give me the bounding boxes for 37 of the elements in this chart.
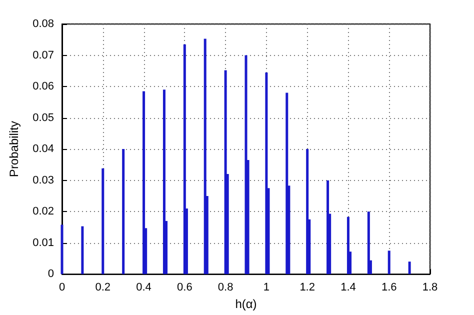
bar xyxy=(162,90,166,274)
x-tick-label: 0 xyxy=(58,282,66,294)
bar xyxy=(346,216,350,274)
bar xyxy=(286,92,288,274)
x-axis-title: h(α) xyxy=(235,297,257,311)
bar xyxy=(224,70,227,274)
bar xyxy=(142,91,146,274)
x-tick-label: 0.6 xyxy=(177,282,192,294)
x-tick-label: 1.2 xyxy=(300,282,315,294)
y-tick-label: 0.05 xyxy=(32,112,54,124)
bar xyxy=(408,262,411,274)
x-tick-label: 1.8 xyxy=(422,282,438,294)
y-tick-label: 0 xyxy=(48,268,54,280)
bar xyxy=(102,168,104,274)
bar xyxy=(204,38,206,274)
x-tick-label: 1.4 xyxy=(340,282,356,294)
bar xyxy=(122,149,125,274)
y-tick-label: 0.01 xyxy=(32,236,54,249)
bar xyxy=(183,44,186,274)
x-tick-label: 1 xyxy=(263,282,270,294)
bar xyxy=(60,224,64,274)
y-axis-title: Probability xyxy=(7,121,21,178)
bar xyxy=(81,226,84,274)
bar xyxy=(367,212,370,274)
y-tick-label: 0.02 xyxy=(32,206,54,218)
y-tick-label: 0.06 xyxy=(32,80,54,93)
y-tick-label: 0.03 xyxy=(32,174,54,186)
x-tick-label: 0.8 xyxy=(218,282,234,294)
bar xyxy=(265,72,268,274)
bar xyxy=(388,250,390,274)
y-tick-label: 0.04 xyxy=(32,143,54,156)
bar xyxy=(306,149,309,274)
x-tick-label: 0.2 xyxy=(95,282,111,294)
y-tick-label: 0.07 xyxy=(32,49,54,62)
x-tick-label: 0.4 xyxy=(136,282,152,294)
x-tick-label: 1.6 xyxy=(381,282,397,294)
y-tick-label: 0.08 xyxy=(32,18,54,30)
